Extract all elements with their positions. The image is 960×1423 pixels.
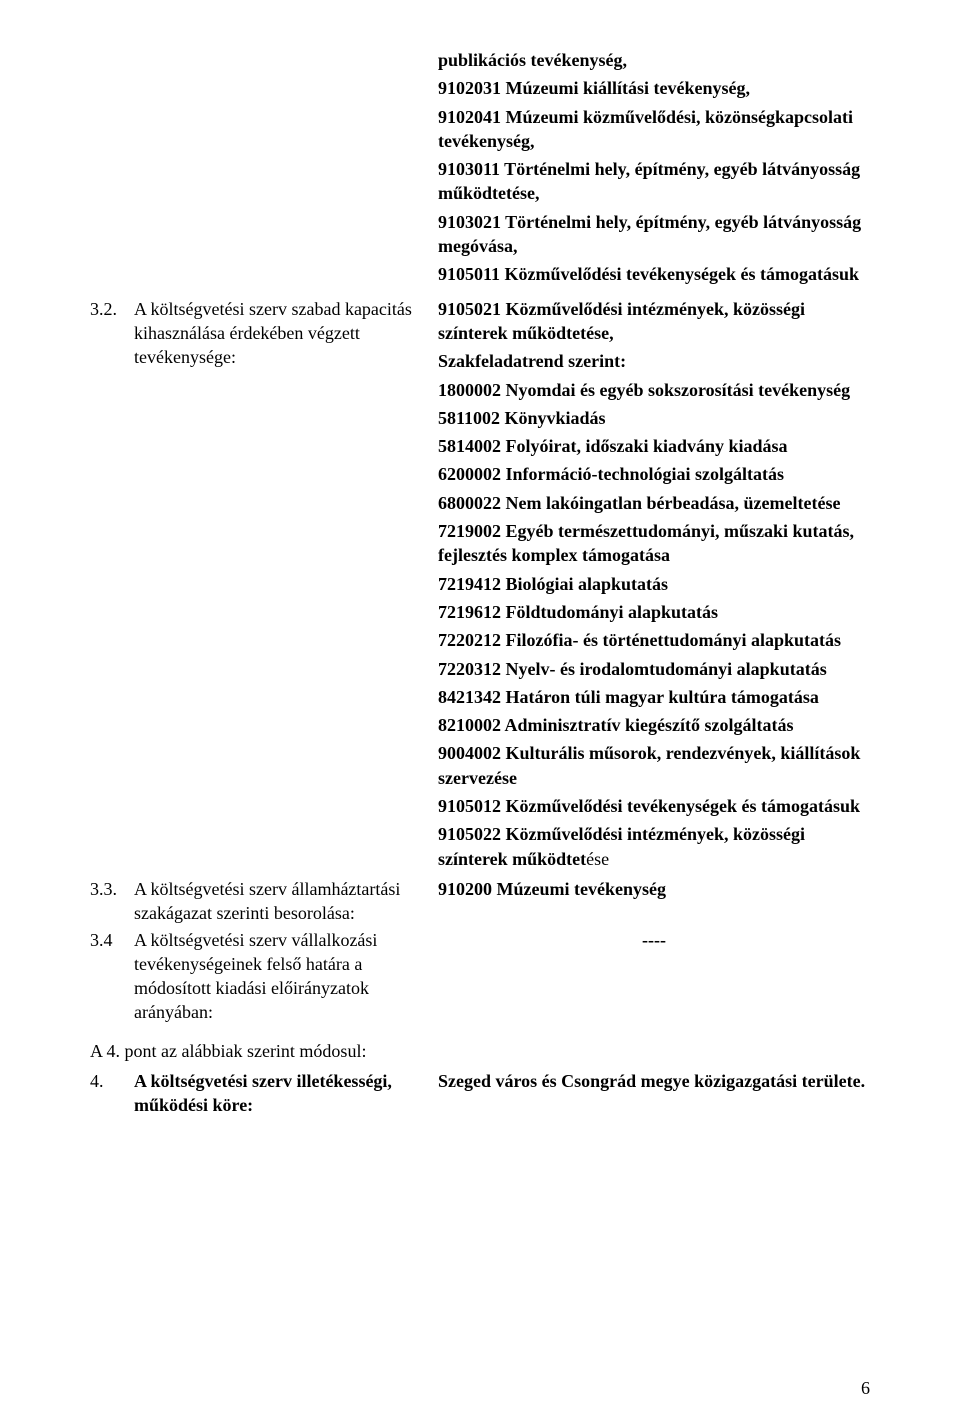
head-line: publikációs tevékenység, — [438, 48, 870, 72]
value-line: 1800002 Nyomdai és egyéb sokszorosítási … — [438, 378, 870, 402]
page: publikációs tevékenység, 9102031 Múzeumi… — [0, 0, 960, 1423]
row-3-2: 3.2. A költségvetési szerv szabad kapaci… — [90, 297, 870, 875]
value-line: 6200002 Információ-technológiai szolgált… — [438, 462, 870, 486]
value-line: 5811002 Könyvkiadás — [438, 406, 870, 430]
row-number: 3.2. — [90, 297, 134, 321]
row-number: 3.3. — [90, 877, 134, 901]
head-line: 9103011 Történelmi hely, építmény, egyéb… — [438, 157, 870, 206]
row-label: A költségvetési szerv államháztartási sz… — [134, 877, 438, 926]
section-note: A 4. pont az alábbiak szerint módosul: — [90, 1039, 870, 1063]
value-line: 5814002 Folyóirat, időszaki kiadvány kia… — [438, 434, 870, 458]
value-line: Szeged város és Csongrád megye közigazga… — [438, 1069, 870, 1093]
row-label: A költségvetési szerv illetékességi, műk… — [134, 1069, 438, 1118]
value-line: 910200 Múzeumi tevékenység — [438, 877, 870, 901]
value-line: Szakfeladatrend szerint: — [438, 349, 870, 373]
row-label: A költségvetési szerv vállalkozási tevék… — [134, 928, 438, 1025]
row-value: 910200 Múzeumi tevékenység — [438, 877, 870, 905]
value-line-plain: ése — [586, 849, 609, 869]
value-line: 7219002 Egyéb természettudományi, műszak… — [438, 519, 870, 568]
value-dash: ---- — [438, 928, 870, 952]
row-3-3: 3.3. A költségvetési szerv államháztartá… — [90, 877, 870, 926]
value-line: 7219412 Biológiai alapkutatás — [438, 572, 870, 596]
value-line: 6800022 Nem lakóingatlan bérbeadása, üze… — [438, 491, 870, 515]
row-number: 4. — [90, 1069, 134, 1093]
row-4: 4. A költségvetési szerv illetékességi, … — [90, 1069, 870, 1118]
head-line: 9102041 Múzeumi közművelődési, közönségk… — [438, 105, 870, 154]
value-line: 8421342 Határon túli magyar kultúra támo… — [438, 685, 870, 709]
row-3-4: 3.4 A költségvetési szerv vállalkozási t… — [90, 928, 870, 1025]
head-line: 9102031 Múzeumi kiállítási tevékenység, — [438, 76, 870, 100]
value-line: 7220212 Filozófia- és történettudományi … — [438, 628, 870, 652]
value-line: 9105012 Közművelődési tevékenységek és t… — [438, 794, 870, 818]
value-line: 7219612 Földtudományi alapkutatás — [438, 600, 870, 624]
head-line: 9103021 Történelmi hely, építmény, egyéb… — [438, 210, 870, 259]
value-line: 9004002 Kulturális műsorok, rendezvények… — [438, 741, 870, 790]
value-line: 9105022 Közművelődési intézmények, közös… — [438, 822, 870, 871]
head-line: 9105011 Közművelődési tevékenységek és t… — [438, 262, 870, 286]
row-value: 9105021 Közművelődési intézmények, közös… — [438, 297, 870, 875]
row-label: A költségvetési szerv szabad kapacitás k… — [134, 297, 438, 370]
value-line: 9105021 Közművelődési intézmények, közös… — [438, 297, 870, 346]
value-line: 8210002 Adminisztratív kiegészítő szolgá… — [438, 713, 870, 737]
row-value: Szeged város és Csongrád megye közigazga… — [438, 1069, 870, 1097]
row-number: 3.4 — [90, 928, 134, 952]
header-activity-block: publikációs tevékenység, 9102031 Múzeumi… — [438, 48, 870, 287]
page-number: 6 — [861, 1378, 870, 1399]
row-value: ---- — [438, 928, 870, 956]
value-line: 7220312 Nyelv- és irodalomtudományi alap… — [438, 657, 870, 681]
